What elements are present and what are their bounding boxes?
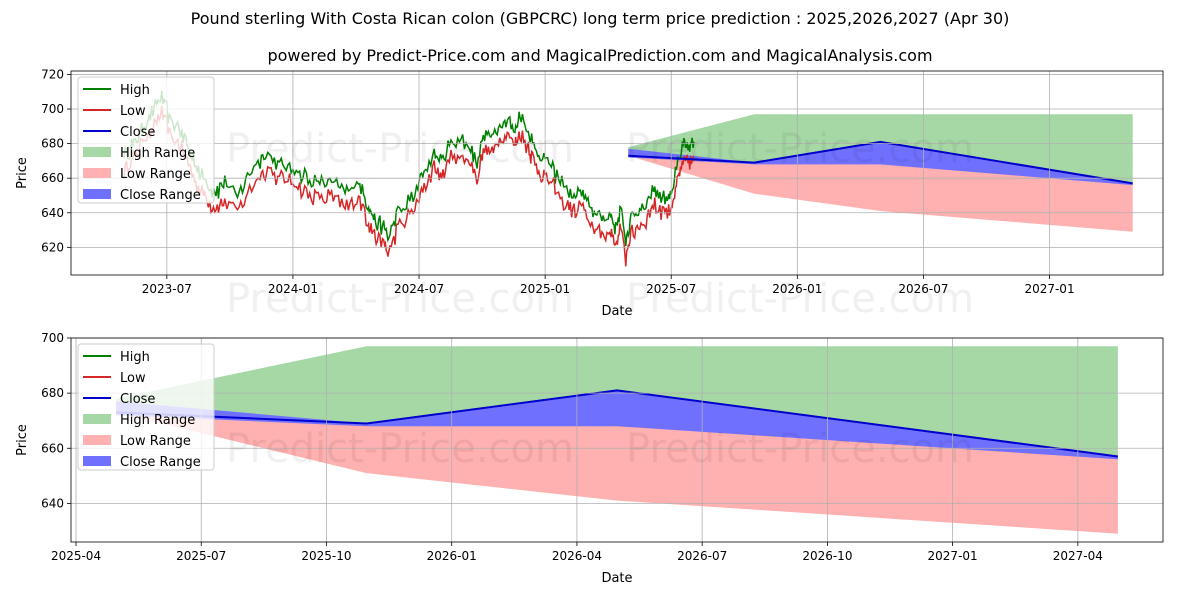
legend-box <box>77 76 215 204</box>
legend-label: Close Range <box>120 455 201 470</box>
x-tick-label: 2026-07 <box>898 282 948 296</box>
y-tick-label: 640 <box>41 206 64 220</box>
y-tick-label: 700 <box>41 331 64 345</box>
x-tick-label: 2026-07 <box>677 549 727 563</box>
y-tick-label: 620 <box>41 240 64 254</box>
legend-swatch-high-range <box>83 147 111 157</box>
plot-area <box>116 346 1119 534</box>
legend-label: Close Range <box>120 188 201 203</box>
legend-label: Close <box>120 125 155 140</box>
x-tick-label: 2025-10 <box>301 549 351 563</box>
x-tick-label: 2023-07 <box>142 282 192 296</box>
watermark-text: Predict-Price.com <box>226 276 574 322</box>
x-tick-label: 2025-07 <box>176 549 226 563</box>
x-tick-label: 2027-01 <box>1024 282 1074 296</box>
y-tick-label: 700 <box>41 102 64 116</box>
close-forecast-line <box>116 389 1119 458</box>
legend-swatch-low-range <box>83 168 111 178</box>
watermark-text: Predict-Price.com <box>226 426 574 472</box>
axes-frame <box>70 337 1164 543</box>
x-tick-label: 2026-01 <box>772 282 822 296</box>
watermark-text: Predict-Price.com <box>626 276 974 322</box>
x-tick-label: 2027-01 <box>928 549 978 563</box>
close-range-band <box>116 390 1118 460</box>
x-tick-label: 2027-04 <box>1053 549 1103 563</box>
watermark-text: Predict-Price.com <box>226 126 574 172</box>
chart-subtitle: powered by Predict-Price.com and Magical… <box>267 46 933 65</box>
legend-label: High Range <box>120 413 195 428</box>
legend-swatch-low-range <box>83 435 111 445</box>
legend-label: Low <box>120 104 146 119</box>
x-tick-label: 2026-10 <box>802 549 852 563</box>
x-tick-label: 2024-01 <box>268 282 318 296</box>
plot-area <box>123 90 1133 267</box>
x-tick-label: 2026-01 <box>427 549 477 563</box>
x-axis-label: Date <box>601 304 632 319</box>
y-axis-label: Price <box>15 424 30 456</box>
legend-label: High <box>120 83 150 98</box>
high-series-line <box>123 90 695 247</box>
legend: High Low Close High Range Low Range Close Ran… <box>77 343 215 471</box>
legend-swatch-close-range <box>83 189 111 199</box>
close-forecast-line <box>628 140 1133 185</box>
x-tick-label: 2026-04 <box>552 549 602 563</box>
legend-label: Low Range <box>120 434 191 449</box>
chart-title: Pound sterling With Costa Rican colon (G… <box>190 9 1010 28</box>
y-tick-label: 640 <box>41 496 64 510</box>
y-tick-label: 680 <box>41 386 64 400</box>
y-tick-label: 660 <box>41 441 64 455</box>
legend-swatch-close-range <box>83 456 111 466</box>
x-tick-label: 2024-07 <box>394 282 444 296</box>
axes-frame <box>70 70 1164 276</box>
legend-label: Low Range <box>120 167 191 182</box>
bottom-chart: 2025-04 2025-07 2025-10 2026-01 2026-04 2026-… <box>15 331 1164 586</box>
y-tick-label: 720 <box>41 67 64 81</box>
x-tick-label: 2025-07 <box>646 282 696 296</box>
watermark-text: Predict-Price.com <box>626 126 974 172</box>
legend: High Low Close High Range Low Range Close Ran… <box>77 76 215 204</box>
close-range-band <box>628 141 1133 186</box>
legend-label: High Range <box>120 146 195 161</box>
y-tick-label: 660 <box>41 171 64 185</box>
legend-swatch-high-range <box>83 414 111 424</box>
legend-label: High <box>120 350 150 365</box>
watermark-text: Predict-Price.com <box>626 426 974 472</box>
top-chart: 2023-07 2024-01 2024-07 2025-01 2025-07 2026-… <box>15 67 1164 319</box>
x-axis-label: Date <box>601 571 632 586</box>
y-axis-label: Price <box>15 157 30 189</box>
legend-label: Low <box>120 371 146 386</box>
x-tick-label: 2025-01 <box>520 282 570 296</box>
legend-label: Close <box>120 392 155 407</box>
y-tick-label: 680 <box>41 137 64 151</box>
legend-box <box>77 343 215 471</box>
x-tick-label: 2025-04 <box>51 549 101 563</box>
